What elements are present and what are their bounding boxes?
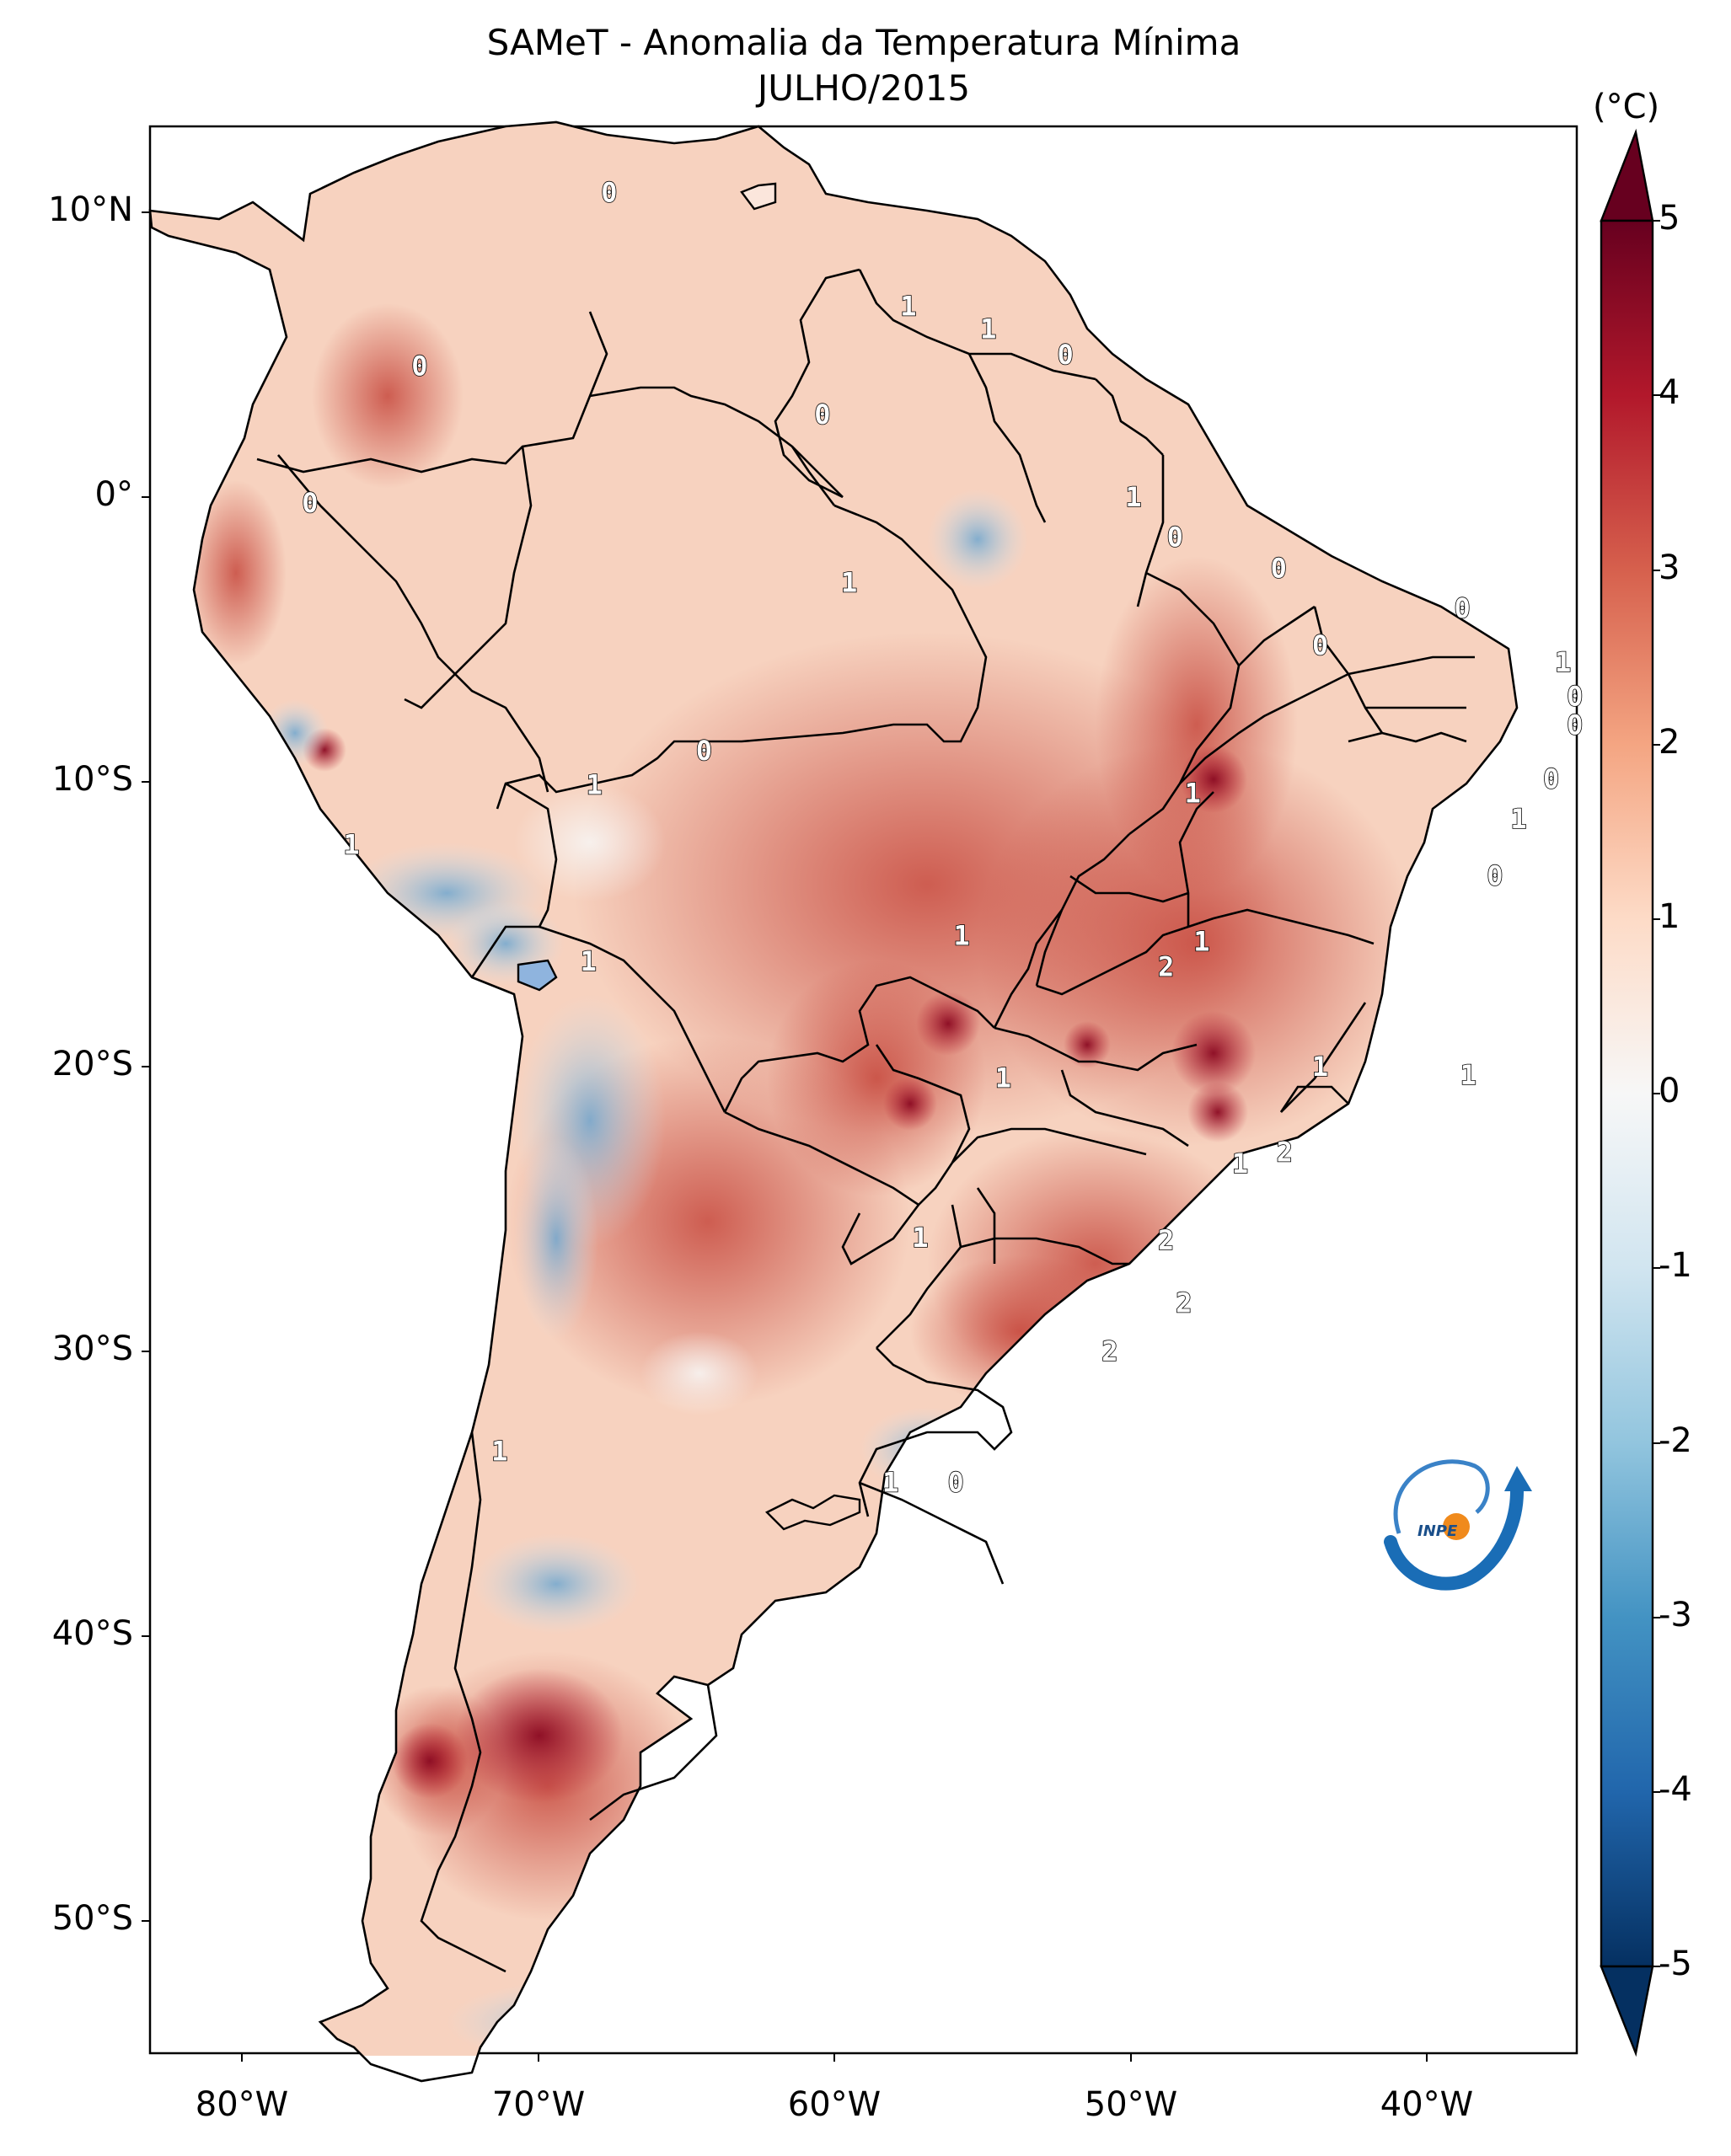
lat-label: 30°S [51,1329,133,1368]
contour-label: 0 [1567,709,1583,741]
lat-label: 10°S [51,760,133,799]
contour-label: 1 [912,1222,928,1254]
contour-label: 2 [1158,951,1174,983]
colorbar-tick: -5 [1659,1945,1692,1983]
contour-label: 2 [1176,1287,1192,1319]
colorbar-tick: 3 [1659,548,1680,587]
inpe-logo: INPE [1384,1459,1532,1591]
lat-label: 40°S [51,1614,133,1653]
contour-label: 2 [1101,1335,1117,1367]
colorbar-tick: 1 [1659,897,1680,936]
lat-label: 50°S [51,1899,133,1938]
lon-label: 70°W [491,2085,586,2124]
contour-label: 2 [1158,1224,1174,1256]
colorbar-min-extend [1600,1965,1654,2057]
contour-label: 1 [1193,925,1209,957]
contour-label: 0 [1455,592,1471,624]
contour-label: 0 [1312,629,1328,661]
contour-label: 1 [900,291,916,323]
colorbar-tick: -4 [1659,1770,1692,1809]
contour-label: 1 [1510,803,1526,835]
contour-label: 0 [696,735,712,767]
lat-label: 0° [94,475,133,514]
contour-label: 0 [302,487,318,519]
contour-label: 1 [1185,778,1201,810]
contour-label: 1 [954,920,970,952]
contour-label: 1 [581,945,597,977]
colorbar-tick: 4 [1659,373,1680,412]
contour-label: 0 [411,350,427,383]
contour-label: 0 [1487,860,1503,892]
contour-label: 1 [1232,1148,1248,1180]
colorbar [1600,128,1660,2057]
colorbar-tick: -1 [1659,1246,1692,1285]
contour-label: 1 [980,313,996,345]
colorbar-bar [1600,219,1654,1968]
contour-label: 1 [491,1435,507,1467]
colorbar-tick: 2 [1659,723,1680,762]
contour-label: 0 [1271,553,1287,585]
lon-label: 50°W [1084,2085,1178,2124]
map-title: SAMeT - Anomalia da Temperatura Mínima [486,22,1241,63]
contour-label: 2 [1277,1136,1293,1168]
colorbar-tick: -3 [1659,1596,1692,1634]
inpe-logo-text: INPE [1417,1522,1458,1540]
lon-label: 40°W [1380,2085,1474,2124]
colorbar-tick: 0 [1659,1072,1680,1110]
contour-label: 1 [343,828,359,860]
contour-label: 1 [995,1062,1011,1094]
contour-label: 0 [601,176,617,208]
contour-label: 1 [882,1466,898,1498]
lake-titicaca [517,959,558,992]
lat-label: 10°N [48,190,133,229]
contour-label: 1 [1555,646,1571,678]
map-subtitle: JULHO/2015 [757,67,971,109]
colorbar-tick: 5 [1659,199,1680,238]
contour-label: 0 [1567,681,1583,713]
contour-label: 0 [1543,763,1559,795]
contour-label: 1 [841,566,857,598]
colorbar-max-extend [1600,128,1654,222]
lon-label: 80°W [195,2085,289,2124]
contour-label: 0 [1058,339,1074,371]
contour-label: 1 [1312,1051,1328,1083]
axis-ticks [142,211,1428,2062]
contour-label: 0 [947,1466,963,1498]
trinidad-island [740,182,777,211]
contour-label: 0 [814,399,830,431]
contour-label: 1 [587,768,603,800]
colorbar-unit: (°C) [1593,88,1660,126]
contour-label: 1 [1460,1059,1476,1091]
lat-label: 20°S [51,1045,133,1083]
colorbar-tick: -2 [1659,1421,1692,1460]
falkland-islands [764,1494,861,1531]
lon-label: 60°W [787,2085,882,2124]
contour-label: 1 [1125,481,1141,513]
country-borders [256,268,1475,1973]
contour-label: 0 [1167,521,1183,553]
